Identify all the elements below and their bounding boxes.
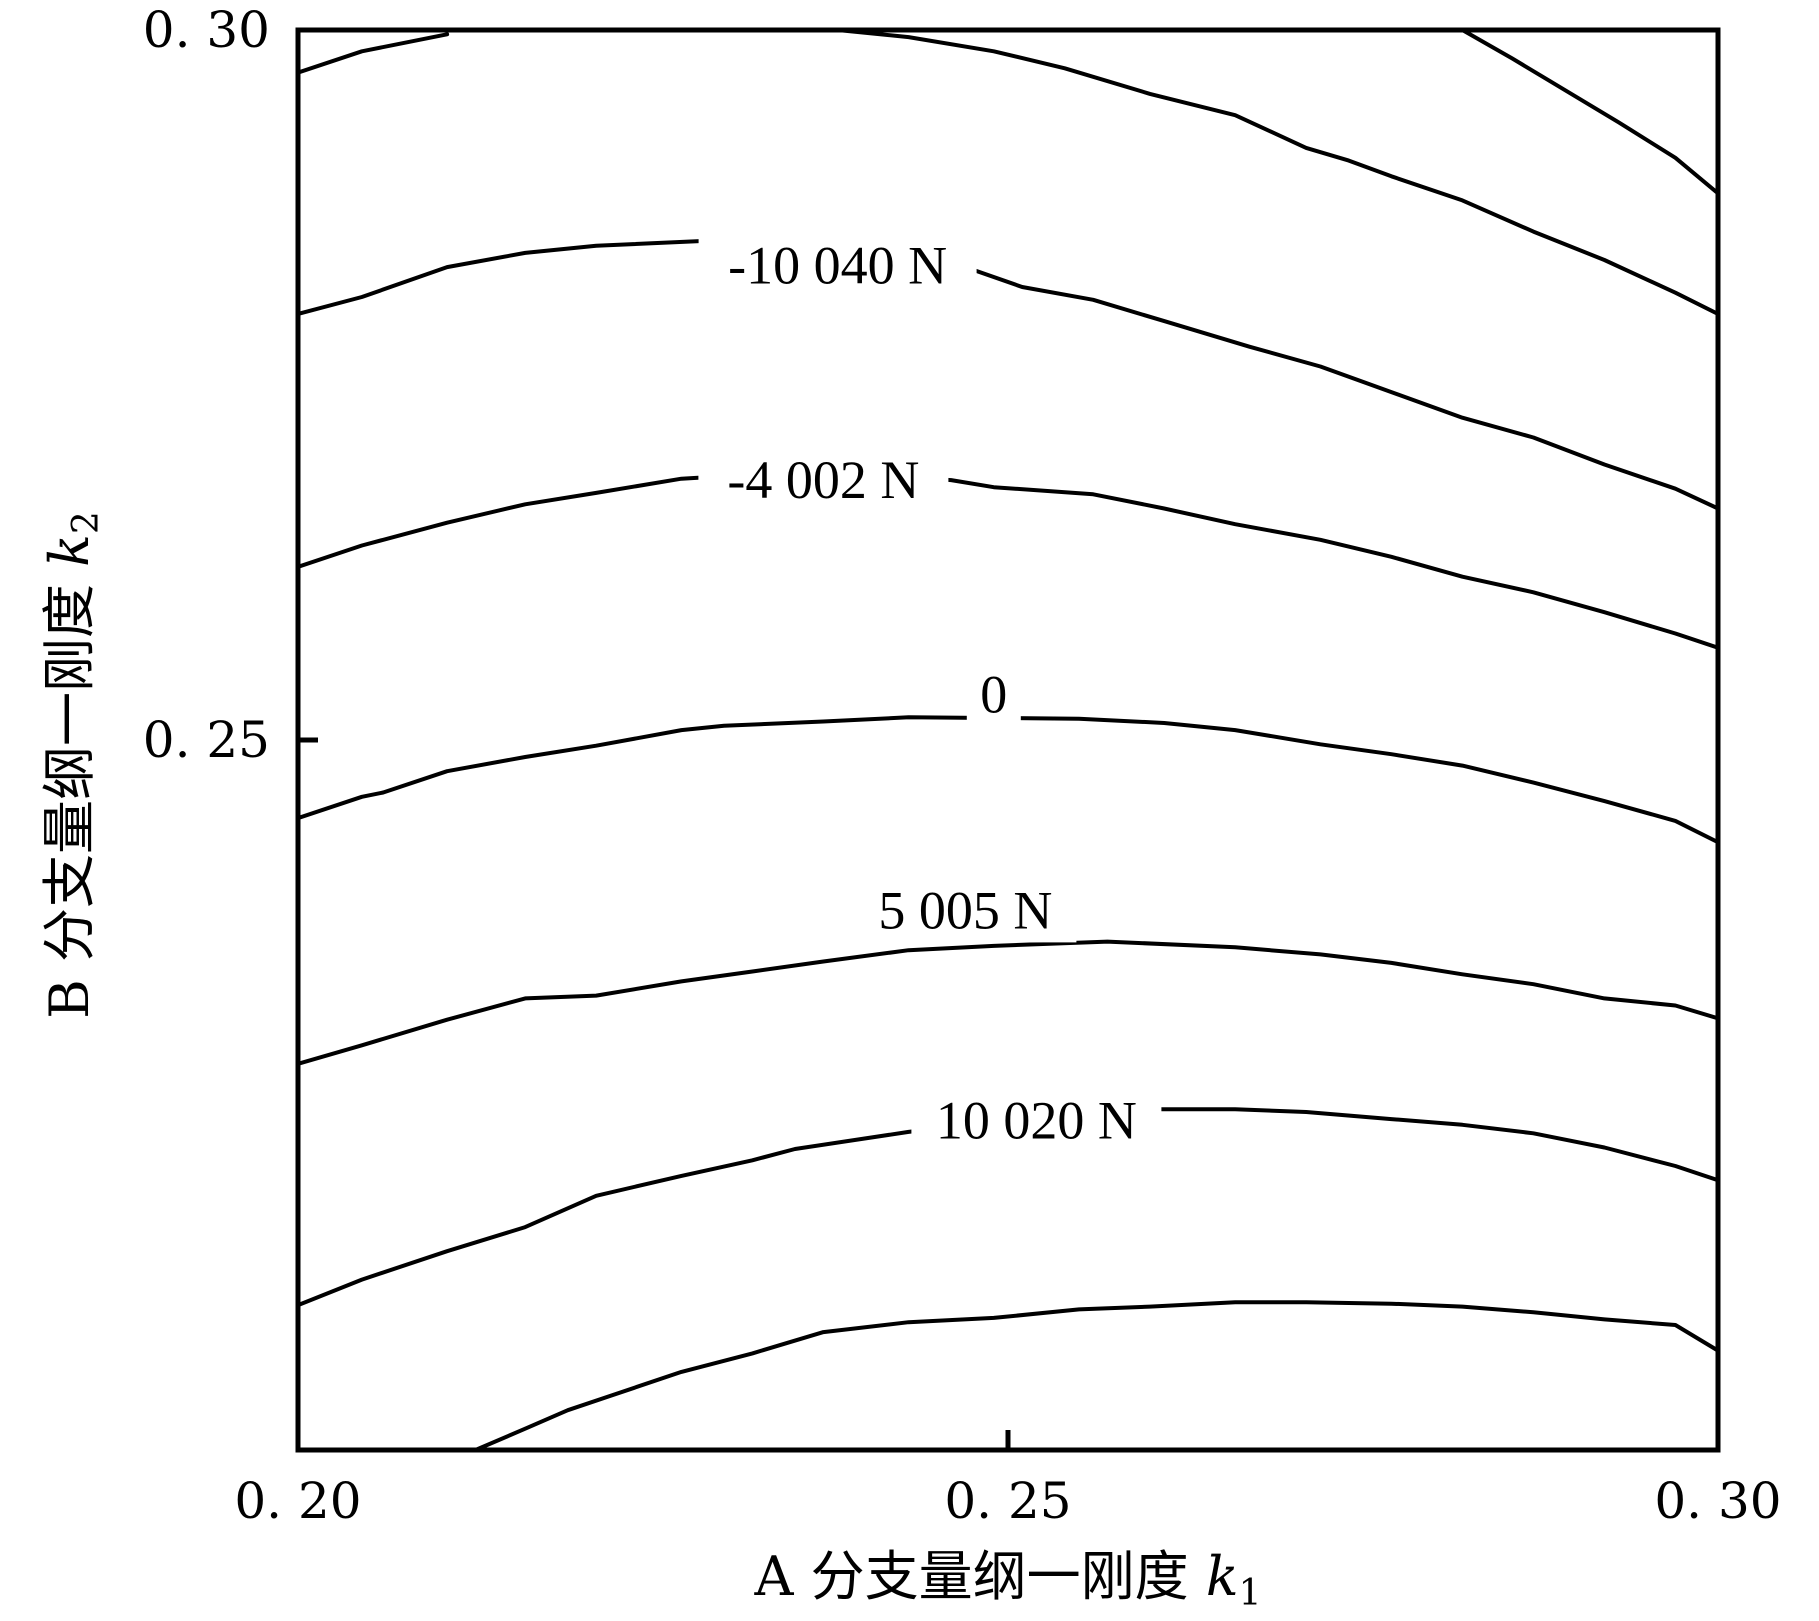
contour-label-7: 5 005 N <box>878 880 1052 940</box>
tick-labels: 0. 20 0. 25 0. 30 0. 25 0. 30 <box>143 1 1782 1530</box>
y-tick-label-1: 0. 25 <box>143 711 270 769</box>
x-axis-label-sub: 1 <box>1239 1573 1262 1614</box>
x-axis-label: A 分支量纲一刚度 k1 <box>754 1545 1262 1614</box>
axis-ticks <box>298 737 1011 1450</box>
plot-frame <box>295 27 1721 1453</box>
contour-label-6: 0 <box>980 665 1007 725</box>
x-tick-label-2: 0. 25 <box>944 1472 1071 1530</box>
y-axis-label-sub: 2 <box>66 511 107 534</box>
x-axis-label-var: k <box>1206 1545 1239 1608</box>
contour-label-5: -4 002 N <box>727 450 919 510</box>
contour-line-2 <box>835 30 1718 316</box>
contour-labels: -10 040 N -4 002 N 0 5 005 N 10 020 N <box>727 236 1136 1151</box>
contour-line-1 <box>298 32 450 75</box>
contour-line-7 <box>298 939 1718 1066</box>
y-tick-label-2: 0. 30 <box>143 1 270 59</box>
y-axis-label-prefix: B 分支量纲一刚度 <box>38 567 101 1019</box>
y-axis-label: B 分支量纲一刚度 k2 <box>38 511 107 1019</box>
contour-line-4 <box>298 236 1718 511</box>
contour-label-4: -10 040 N <box>728 236 947 296</box>
contour-line-3 <box>1460 30 1718 196</box>
x-tick-label-1: 0. 20 <box>234 1472 361 1530</box>
x-axis-label-prefix: A 分支量纲一刚度 <box>754 1545 1206 1608</box>
contour-line-5 <box>298 469 1718 650</box>
contour-line-6 <box>298 715 1718 845</box>
contour-line-8 <box>298 1107 1718 1308</box>
x-tick-label-3: 0. 30 <box>1654 1472 1781 1530</box>
contour-label-8: 10 020 N <box>936 1091 1137 1151</box>
y-axis-label-var: k <box>38 534 101 567</box>
contour-line-9 <box>473 1300 1718 1450</box>
contour-lines <box>298 30 1718 1450</box>
